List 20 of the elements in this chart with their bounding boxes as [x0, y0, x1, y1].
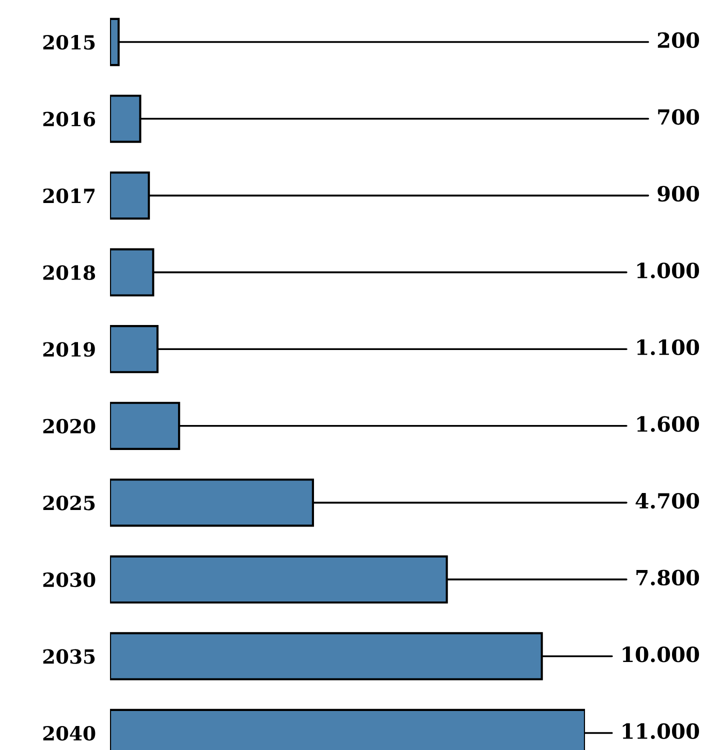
data-label: 10.000 [622, 646, 700, 662]
data-label: 1.000 [637, 262, 700, 278]
y-tick-label: 2019 [43, 342, 95, 357]
data-label: 11.000 [622, 723, 700, 740]
y-tick-label: 2020 [43, 418, 96, 434]
data-label: 900 [658, 186, 700, 202]
y-tick-label: 2035 [43, 649, 95, 664]
data-label: 1.100 [637, 339, 700, 356]
y-tick-label: 2025 [43, 496, 95, 510]
y-tick-label: 2015 [43, 34, 95, 50]
y-tick-label: 2040 [43, 726, 96, 741]
y-tick-label: 2016 [43, 112, 96, 126]
data-label: 200 [658, 32, 700, 48]
y-tick-label: 2018 [43, 265, 96, 280]
data-label: 7.800 [636, 570, 700, 586]
data-label: 4.700 [636, 492, 700, 509]
data-label: 1.600 [637, 416, 700, 432]
y-tick-label: 2030 [43, 572, 96, 588]
y-tick-label: 2017 [43, 188, 94, 204]
data-label: 700 [658, 109, 700, 125]
